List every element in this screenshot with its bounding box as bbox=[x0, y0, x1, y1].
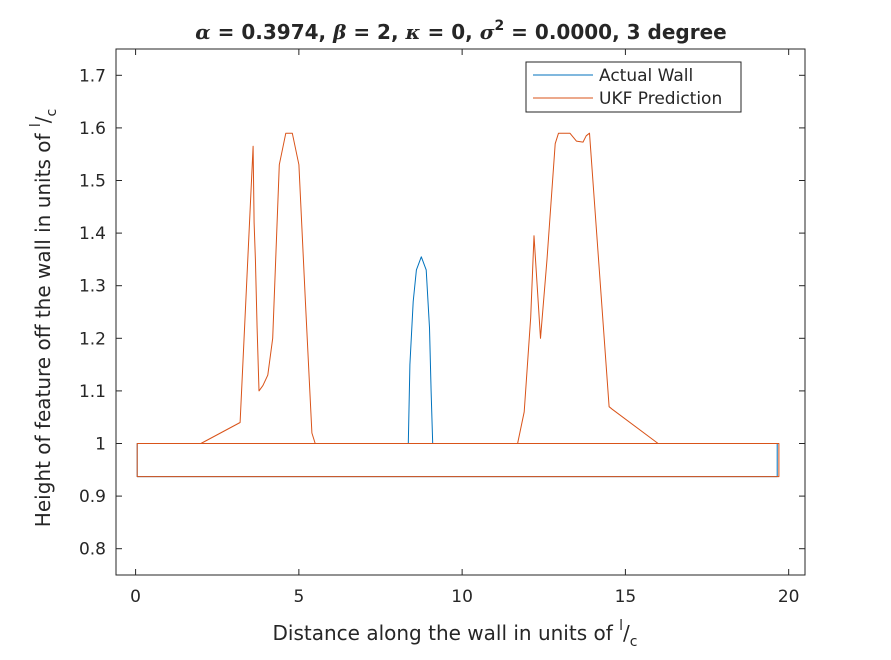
y-axis-label-slash: / bbox=[31, 116, 55, 123]
plot-area bbox=[116, 49, 805, 575]
y-tick-label: 1.7 bbox=[79, 66, 106, 86]
title-sigma-value: = 0.0000, 3 degree bbox=[504, 20, 727, 44]
title-sigma-exponent: 2 bbox=[494, 18, 504, 34]
x-tick-label: 20 bbox=[778, 587, 800, 607]
y-axis-label-sub: c bbox=[44, 109, 60, 117]
title-beta-value: = 2, bbox=[346, 20, 405, 44]
x-axis-label-main: Distance along the wall in units of bbox=[273, 621, 620, 645]
x-axis-label-sup: l bbox=[619, 618, 623, 634]
y-axis-label-sup: l bbox=[28, 123, 44, 127]
axes-layer bbox=[115, 48, 806, 576]
legend-label-actual-wall: Actual Wall bbox=[599, 66, 693, 86]
y-tick-label: 1.4 bbox=[79, 224, 106, 244]
y-tick-label: 1.5 bbox=[79, 172, 106, 192]
title-alpha-symbol: α bbox=[195, 20, 210, 44]
x-tick-label: 10 bbox=[451, 587, 473, 607]
series-line-actual-wall bbox=[136, 256, 778, 478]
y-tick-label: 0.9 bbox=[79, 487, 106, 507]
x-axis-label-slash: / bbox=[623, 621, 630, 645]
series-layer bbox=[136, 132, 780, 478]
x-tick-label: 15 bbox=[615, 587, 637, 607]
ticks-layer: 0 5 10 15 20 0.8 0.9 1 1.1 1.2 1.3 1.4 1.5 1.6 1.7 bbox=[79, 49, 805, 607]
x-axis-label-sub: c bbox=[630, 634, 638, 650]
title-sigma-symbol: σ bbox=[480, 20, 495, 44]
y-tick-label: 1.1 bbox=[79, 382, 106, 402]
title-beta-symbol: β bbox=[332, 20, 346, 44]
y-tick-label: 1.2 bbox=[79, 329, 106, 349]
title-kappa-symbol: κ bbox=[405, 20, 421, 44]
legend-label-ukf-prediction: UKF Prediction bbox=[599, 89, 722, 109]
y-tick-label: 1.3 bbox=[79, 277, 106, 297]
axes-box bbox=[115, 48, 806, 576]
series-line-ukf-prediction bbox=[136, 132, 780, 478]
chart-title: α = 0.3974, β = 2, κ = 0, σ2 = 0.0000, 3… bbox=[195, 18, 726, 44]
legend-box bbox=[525, 61, 742, 113]
x-tick-label: 0 bbox=[130, 587, 141, 607]
y-tick-label: 1.6 bbox=[79, 119, 106, 139]
y-axis-label-main: Height of feature off the wall in units … bbox=[31, 127, 55, 527]
title-kappa-value: = 0, bbox=[421, 20, 480, 44]
legend: Actual Wall UKF Prediction bbox=[525, 61, 742, 113]
x-tick-label: 5 bbox=[293, 587, 304, 607]
title-alpha-value: = 0.3974, bbox=[211, 20, 333, 44]
x-axis-label: Distance along the wall in units of l/c bbox=[273, 618, 638, 650]
y-axis-label: Height of feature off the wall in units … bbox=[28, 109, 60, 527]
y-tick-label: 0.8 bbox=[79, 540, 106, 560]
y-tick-label: 1 bbox=[95, 435, 106, 455]
